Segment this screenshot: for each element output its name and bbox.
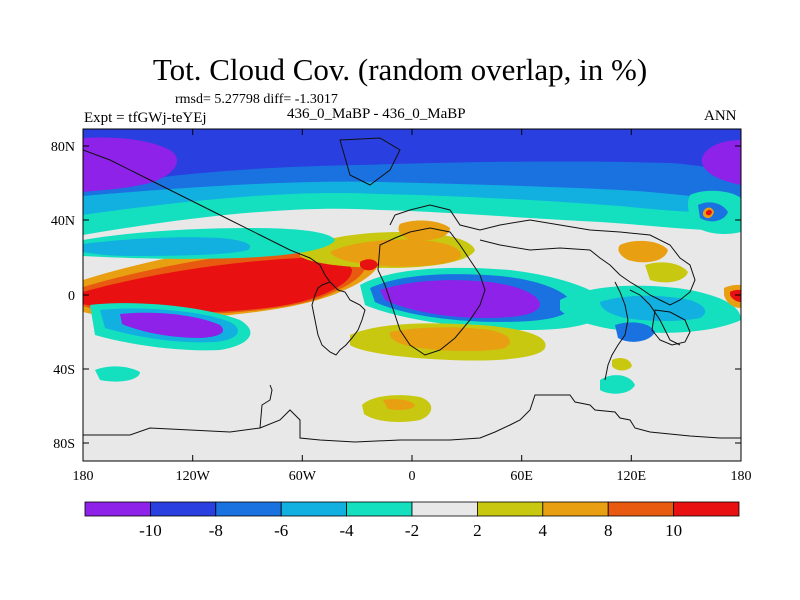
field-tongue-red bbox=[83, 257, 352, 313]
lon-axis: 180 120W 60W 0 60E 120E 180 bbox=[73, 129, 752, 484]
lon-tick-label-60w: 60W bbox=[289, 469, 317, 484]
coastline-south-america bbox=[311, 281, 366, 356]
field-southern-ocean-patch-cyan bbox=[600, 375, 635, 394]
lon-tick-label-60e: 60E bbox=[510, 469, 533, 484]
field-eurasia-orange bbox=[330, 239, 461, 267]
colorbar-swatch bbox=[607, 501, 675, 517]
field-dateline-red bbox=[730, 289, 741, 302]
field-eurasia-red-spot bbox=[360, 259, 378, 271]
coastline-greenland bbox=[339, 137, 401, 186]
field-nh-midlat-blue bbox=[83, 237, 251, 256]
coastline-north-america bbox=[83, 149, 331, 283]
coastline-antarctica bbox=[83, 394, 741, 443]
colorbar-swatch bbox=[476, 501, 544, 517]
coastline-africa bbox=[377, 227, 486, 356]
coastline-maritime-continent bbox=[629, 289, 681, 346]
field-europe-orange bbox=[398, 220, 450, 241]
coastline-antarctic-peninsula bbox=[259, 384, 273, 429]
coastlines bbox=[83, 137, 741, 443]
page-title: Tot. Cloud Cov. (random overlap, in %) bbox=[152, 52, 648, 87]
lat-axis: 80N 40N 0 40S 80S bbox=[51, 140, 741, 452]
lat-tick-label-80s: 80S bbox=[53, 437, 75, 452]
field-band-north-darkblue bbox=[83, 129, 741, 190]
colorbar-swatch bbox=[542, 501, 609, 517]
lat-tick-label-40n: 40N bbox=[51, 214, 75, 229]
field-atlantic-purple bbox=[380, 280, 540, 318]
colorbar-swatch bbox=[411, 501, 478, 517]
stats-label: rmsd= 5.27798 diff= -1.3017 bbox=[175, 92, 338, 107]
colorbar-label: -10 bbox=[139, 521, 162, 540]
colorbar-label: -4 bbox=[340, 521, 355, 540]
field-asia-orange bbox=[618, 240, 668, 263]
colorbar-label: -6 bbox=[274, 521, 288, 540]
field-southern-ocean-patch-yellow bbox=[612, 358, 632, 371]
field-southern-ocean-orange bbox=[383, 399, 415, 410]
lat-tick-label-40s: 40S bbox=[53, 363, 75, 378]
map-field bbox=[83, 129, 741, 461]
coastline-india-se-asia bbox=[604, 281, 629, 381]
colorbar-swatch bbox=[149, 501, 217, 517]
field-south-atlantic-orange bbox=[389, 327, 510, 351]
field-south-pacific-purple bbox=[120, 312, 224, 338]
lon-tick-label-180e: 180 bbox=[731, 469, 752, 484]
subtitle: 436_0_MaBP - 436_0_MaBP bbox=[287, 106, 466, 122]
field-asia-darkblue bbox=[615, 322, 655, 342]
lon-tick-label-0: 0 bbox=[409, 469, 416, 484]
season-label: ANN bbox=[704, 108, 737, 124]
colorbar-label: 8 bbox=[604, 521, 613, 540]
field-asia-yellow bbox=[645, 262, 688, 283]
lat-tick-label-80n: 80N bbox=[51, 140, 75, 155]
lon-tick-label-120w: 120W bbox=[176, 469, 211, 484]
colorbar-swatch bbox=[84, 501, 151, 517]
colorbar-label: 2 bbox=[473, 521, 482, 540]
colorbar-label: -2 bbox=[405, 521, 419, 540]
field-south-pacific-patch-cyan bbox=[95, 366, 140, 382]
colorbar-label: 4 bbox=[539, 521, 548, 540]
field-pacific-red-spot bbox=[706, 209, 712, 216]
colorbar-label: 10 bbox=[665, 521, 682, 540]
colorbar-swatch bbox=[215, 501, 282, 517]
lon-tick-label-120e: 120E bbox=[617, 469, 647, 484]
colorbar-swatch bbox=[673, 501, 740, 517]
lat-tick-label-0: 0 bbox=[68, 289, 75, 304]
coastline-australia bbox=[651, 309, 691, 346]
lon-tick-label-180w: 180 bbox=[73, 469, 94, 484]
colorbar-swatch bbox=[346, 501, 413, 517]
colorbar: -10 -8 -6 -4 -2 2 4 8 10 bbox=[84, 501, 740, 540]
experiment-label: Expt = tfGWj-teYEj bbox=[84, 110, 207, 126]
colorbar-label: -8 bbox=[209, 521, 223, 540]
field-band-north-purple-west bbox=[83, 137, 178, 192]
field-band-north-purple-east bbox=[701, 140, 741, 185]
coastline-eurasia bbox=[389, 204, 696, 306]
colorbar-swatch bbox=[280, 501, 348, 517]
